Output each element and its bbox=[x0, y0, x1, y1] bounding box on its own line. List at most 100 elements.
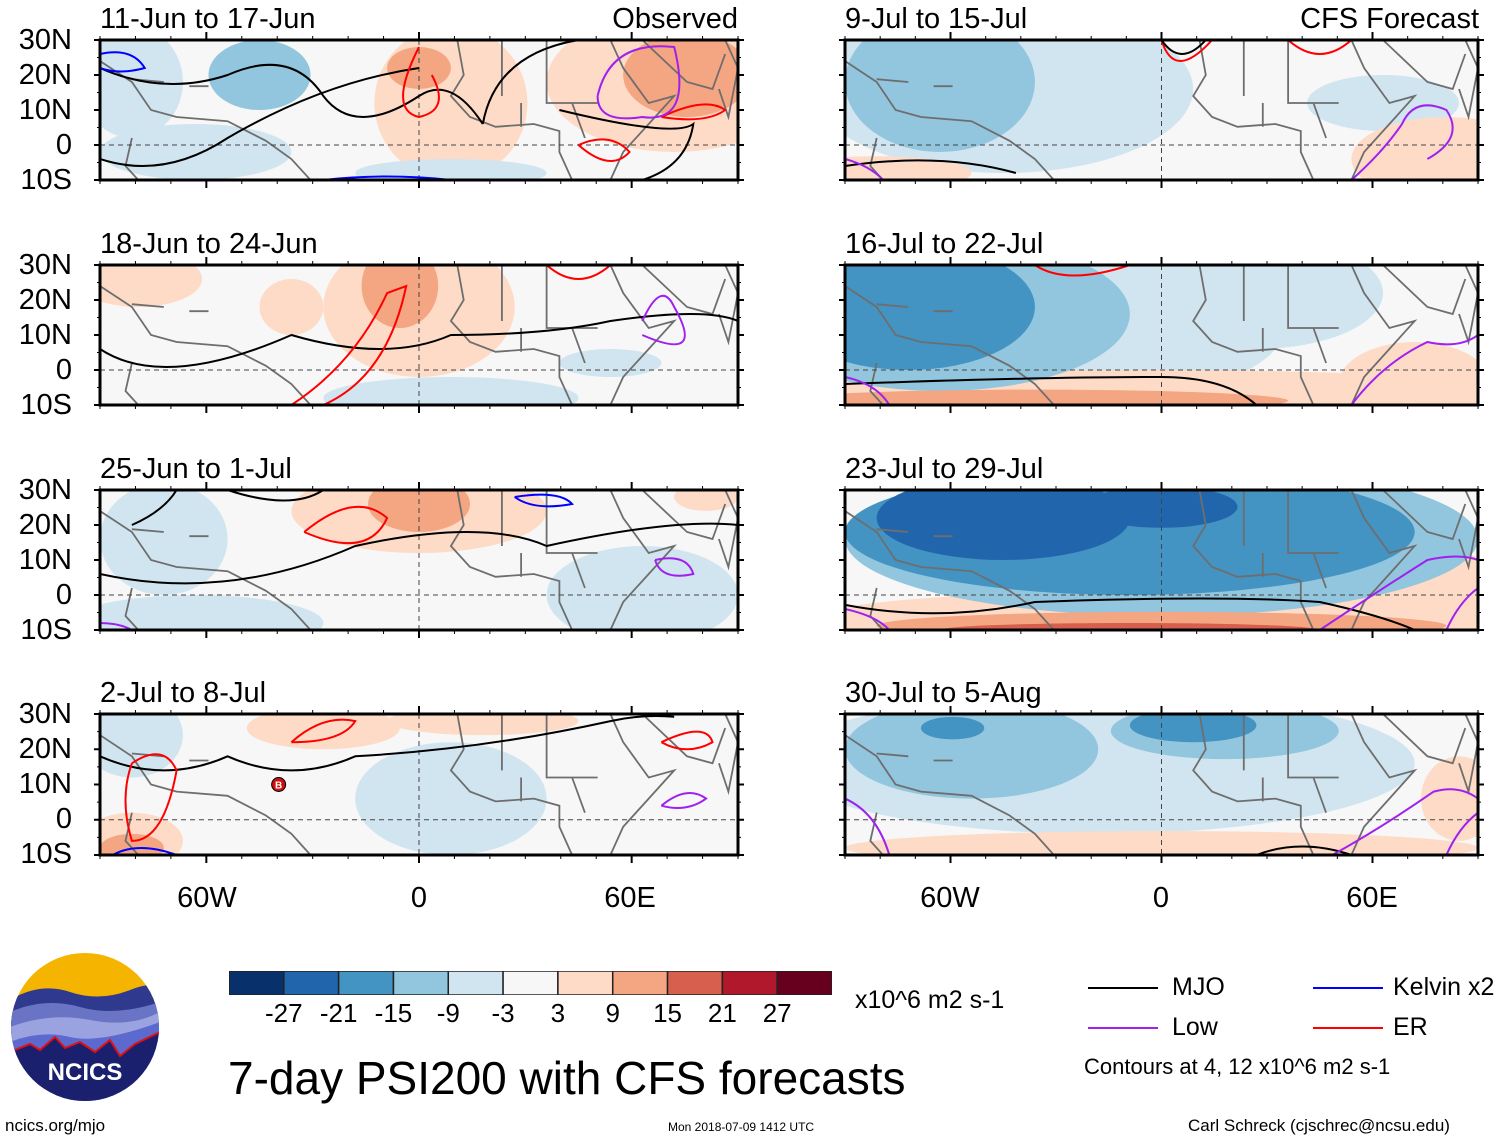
lat-label: 10N bbox=[18, 544, 72, 576]
psi-anomaly-region bbox=[876, 490, 1130, 560]
panel-title-7: 23-Jul to 29-Jul bbox=[845, 453, 1044, 485]
coastline bbox=[1458, 40, 1478, 121]
footer-author: Carl Schreck (cjschrec@ncsu.edu) bbox=[1188, 1116, 1450, 1135]
coastline bbox=[845, 285, 1055, 405]
coastline bbox=[1458, 265, 1478, 346]
contour-mjo bbox=[845, 597, 1416, 630]
coastline bbox=[876, 752, 953, 762]
lat-label: 0 bbox=[55, 803, 72, 835]
lat-label: 10N bbox=[18, 768, 72, 800]
lat-label: 20N bbox=[18, 59, 72, 91]
coastline bbox=[501, 40, 598, 139]
psi-anomaly-region bbox=[1338, 342, 1478, 405]
coastline bbox=[100, 285, 312, 405]
coastline bbox=[501, 265, 598, 364]
psi-anomaly-region bbox=[246, 714, 400, 750]
contour-low bbox=[845, 158, 884, 180]
contour-kelvin bbox=[514, 493, 575, 508]
panel-title-6: 16-Jul to 22-Jul bbox=[845, 228, 1044, 260]
legend-label-mjo: MJO bbox=[1172, 973, 1225, 1001]
footer-url[interactable]: ncics.org/mjo bbox=[5, 1116, 106, 1135]
coastline bbox=[100, 60, 312, 180]
coastline bbox=[1242, 490, 1339, 589]
lon-label-60e-right: 60E bbox=[1346, 882, 1398, 914]
contour-mjo bbox=[845, 159, 1017, 174]
psi-anomaly-region bbox=[940, 623, 1320, 630]
coastline bbox=[1350, 40, 1418, 180]
contour-mjo bbox=[100, 522, 738, 585]
psi-anomaly-region bbox=[674, 490, 738, 511]
contour-er bbox=[1287, 40, 1353, 55]
lat-label: 30N bbox=[18, 698, 72, 730]
lat-label: 30N bbox=[18, 24, 72, 56]
psi-anomaly-region bbox=[259, 279, 324, 335]
ncics-logo: NCICS bbox=[11, 953, 159, 1101]
contour-er bbox=[402, 46, 440, 119]
coastline bbox=[501, 490, 598, 589]
colorbar-swatch bbox=[721, 971, 778, 995]
coastline bbox=[1242, 714, 1339, 814]
contour-er bbox=[290, 284, 408, 405]
colorbar-tick-label: -15 bbox=[374, 998, 413, 1028]
logo-text: NCICS bbox=[48, 1059, 123, 1086]
lat-label: 10N bbox=[18, 94, 72, 126]
map-panel-2 bbox=[94, 257, 744, 413]
panel-tag-observed: Observed bbox=[612, 3, 738, 35]
map-panel-7 bbox=[839, 482, 1484, 638]
coastline bbox=[1382, 714, 1467, 765]
psi-anomaly-region bbox=[623, 40, 738, 117]
coastline bbox=[1350, 714, 1418, 855]
map-panel-6 bbox=[839, 257, 1484, 413]
lat-label: 10N bbox=[18, 319, 72, 351]
psi-anomaly-region bbox=[100, 265, 203, 307]
legend-line-kelvin bbox=[1313, 987, 1383, 989]
colorbar-units: x10^6 m2 s-1 bbox=[855, 986, 1005, 1014]
coastline bbox=[1192, 265, 1315, 405]
coastline bbox=[1350, 265, 1418, 405]
colorbar-tick-label: 3 bbox=[550, 998, 566, 1028]
colorbar-tick-label: -21 bbox=[319, 998, 358, 1028]
legend-line-er bbox=[1313, 1027, 1383, 1029]
coastline bbox=[876, 78, 953, 88]
contour-low bbox=[1445, 811, 1478, 855]
colorbar-swatch bbox=[502, 971, 559, 995]
lat-label: 0 bbox=[55, 354, 72, 386]
colorbar-swatch bbox=[229, 971, 285, 995]
psi-anomaly-region bbox=[355, 159, 547, 180]
coastline bbox=[1382, 40, 1467, 91]
contour-mjo bbox=[100, 313, 738, 368]
colorbar bbox=[229, 971, 832, 995]
lon-label-60e-left: 60E bbox=[604, 882, 656, 914]
contour-er bbox=[1160, 40, 1213, 62]
coastline bbox=[718, 40, 738, 121]
lat-label: 20N bbox=[18, 733, 72, 765]
legend-line-mjo bbox=[1088, 987, 1158, 989]
colorbar-tick-label: 9 bbox=[605, 998, 620, 1028]
contour-mjo bbox=[100, 63, 484, 125]
coastline bbox=[124, 362, 139, 405]
coastline bbox=[1242, 40, 1339, 139]
map-panel-1 bbox=[94, 32, 744, 188]
contours-note: Contours at 4, 12 x10^6 m2 s-1 bbox=[1084, 1054, 1391, 1079]
contour-low bbox=[1445, 587, 1478, 630]
legend-label-er: ER bbox=[1393, 1013, 1428, 1041]
coastline bbox=[876, 303, 953, 313]
coastline bbox=[641, 490, 727, 541]
contour-mjo bbox=[845, 375, 1258, 405]
lat-label: 30N bbox=[18, 249, 72, 281]
psi-anomaly-region bbox=[1421, 756, 1478, 841]
colorbar-tick-label: 21 bbox=[707, 998, 737, 1028]
colorbar-swatch bbox=[666, 971, 724, 995]
coastline bbox=[845, 60, 1055, 180]
contour-er bbox=[545, 265, 612, 280]
coastline bbox=[869, 362, 884, 405]
colorbar-swatch bbox=[337, 971, 395, 995]
coastline bbox=[124, 587, 139, 630]
coastline bbox=[609, 490, 677, 630]
contour-mjo bbox=[1256, 845, 1352, 855]
map-panel-5 bbox=[839, 32, 1484, 188]
psi-anomaly-region bbox=[845, 714, 1099, 799]
coastline bbox=[100, 510, 312, 630]
lat-label: 10S bbox=[20, 838, 72, 870]
map-panel-3 bbox=[94, 482, 744, 638]
